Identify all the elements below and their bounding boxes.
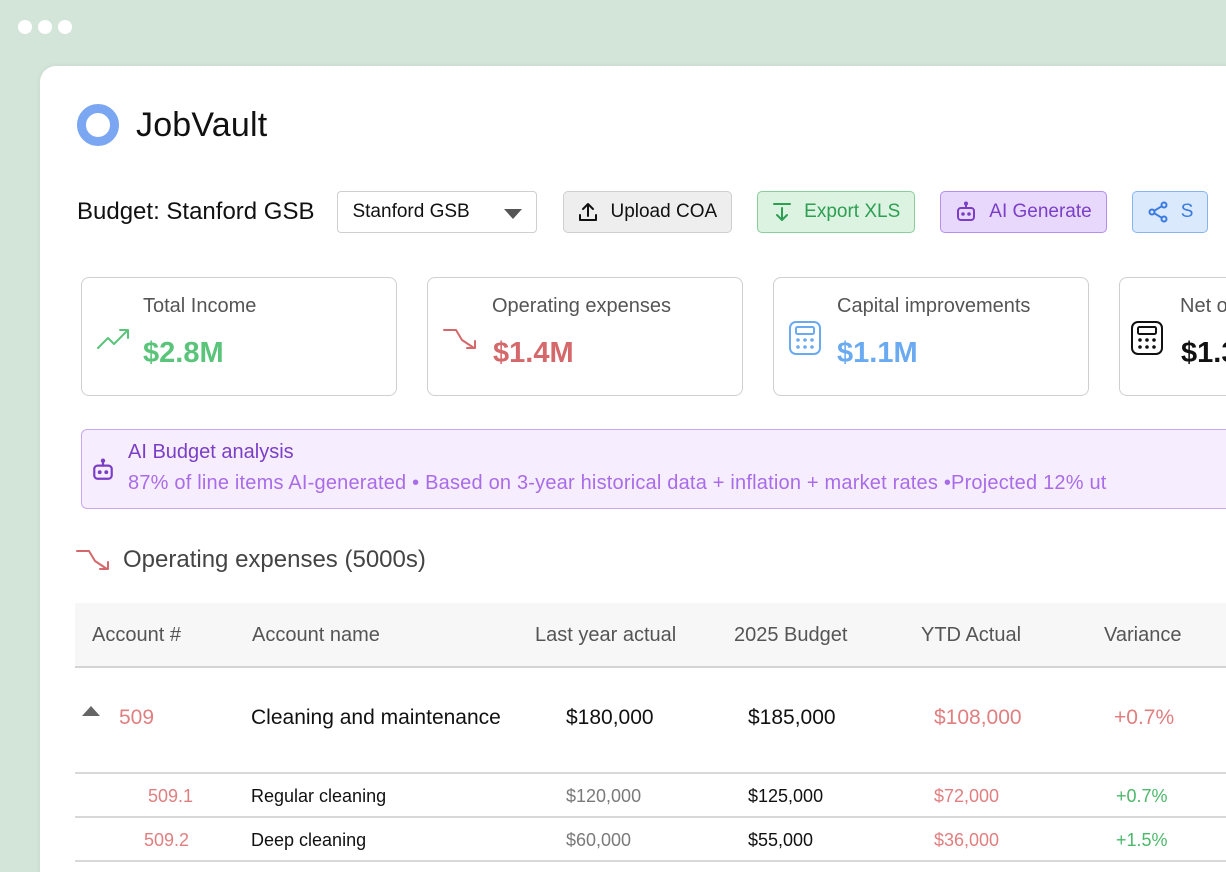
column-header[interactable]: Account name xyxy=(252,624,380,646)
account-number: 509 xyxy=(119,706,155,729)
card-value: $2.8M xyxy=(143,337,224,369)
summary-cards: Total Income $2.8M Operating expenses $1… xyxy=(81,277,1226,396)
table-row[interactable]: 509.1 Regular cleaning $120,000 $125,000… xyxy=(75,774,1226,818)
column-header[interactable]: Account # xyxy=(92,624,181,646)
window-dot[interactable] xyxy=(38,20,52,34)
collapse-toggle-icon[interactable] xyxy=(82,706,100,716)
upload-icon xyxy=(579,203,598,221)
total-income-card[interactable]: Total Income $2.8M xyxy=(81,277,397,396)
window-dot[interactable] xyxy=(58,20,72,34)
account-number: 509.1 xyxy=(148,786,194,806)
last-year-actual: $120,000 xyxy=(566,786,642,806)
column-header[interactable]: YTD Actual xyxy=(921,624,1022,646)
table-row[interactable]: 509 Cleaning and maintenance $180,000 $1… xyxy=(75,668,1226,774)
share-button[interactable]: S xyxy=(1131,191,1209,233)
toolbar: Budget: Stanford GSB Stanford GSB Upload… xyxy=(77,191,1226,233)
card-value: $1.4M xyxy=(493,337,574,369)
ai-banner-text: 87% of line items AI-generated • Based o… xyxy=(128,472,1107,494)
budget-2025: $125,000 xyxy=(748,786,824,806)
table-header: Account # Account name Last year actual … xyxy=(75,603,1226,668)
calculator-icon xyxy=(789,321,821,355)
operating-expenses-card[interactable]: Operating expenses $1.4M xyxy=(427,277,743,396)
budget-select-value: Stanford GSB xyxy=(352,201,470,222)
card-value: $1.1M xyxy=(837,337,918,369)
column-header[interactable]: Last year actual xyxy=(535,624,677,646)
robot-icon xyxy=(957,201,976,221)
net-operating-card[interactable]: Net o $1.3 xyxy=(1119,277,1226,396)
budget-title: Budget: Stanford GSB xyxy=(77,198,315,225)
calculator-icon xyxy=(1131,321,1163,355)
ytd-actual: $36,000 xyxy=(934,830,1000,850)
budget-2025: $185,000 xyxy=(748,706,836,729)
upload-coa-button[interactable]: Upload COA xyxy=(563,191,733,233)
app-panel: JobVault Budget: Stanford GSB Stanford G… xyxy=(40,66,1226,872)
account-name: Cleaning and maintenance xyxy=(251,706,501,729)
budget-2025: $55,000 xyxy=(748,830,814,850)
capital-improvements-card[interactable]: Capital improvements $1.1M xyxy=(773,277,1089,396)
trend-down-icon xyxy=(443,329,476,349)
upload-coa-label: Upload COA xyxy=(610,201,718,222)
download-icon xyxy=(773,203,792,221)
trend-up-icon xyxy=(97,329,129,349)
robot-icon xyxy=(93,458,113,480)
variance: +1.5% xyxy=(1116,830,1168,850)
ai-generate-button[interactable]: AI Generate xyxy=(940,191,1107,233)
app-name: JobVault xyxy=(136,105,268,144)
card-value: $1.3 xyxy=(1181,337,1226,369)
account-name: Regular cleaning xyxy=(251,786,387,806)
chevron-down-icon xyxy=(504,208,523,219)
card-label: Net o xyxy=(1180,295,1226,317)
last-year-actual: $180,000 xyxy=(566,706,654,729)
budget-select[interactable]: Stanford GSB xyxy=(337,191,538,233)
window-controls xyxy=(18,20,72,34)
account-number: 509.2 xyxy=(144,830,190,850)
ai-generate-label: AI Generate xyxy=(989,201,1092,222)
card-label: Capital improvements xyxy=(837,295,1031,317)
column-header[interactable]: Variance xyxy=(1104,624,1182,646)
trend-down-icon xyxy=(76,550,109,570)
share-label: S xyxy=(1180,201,1194,222)
column-header[interactable]: 2025 Budget xyxy=(734,624,848,646)
export-xls-label: Export XLS xyxy=(804,201,901,222)
variance: +0.7% xyxy=(1114,706,1175,729)
card-label: Total Income xyxy=(143,295,257,317)
variance: +0.7% xyxy=(1116,786,1168,806)
section-title: Operating expenses (5000s) xyxy=(123,546,426,573)
card-label: Operating expenses xyxy=(492,295,672,317)
ytd-actual: $72,000 xyxy=(934,786,1000,806)
table-row[interactable]: 509.2 Deep cleaning $60,000 $55,000 $36,… xyxy=(75,818,1226,862)
section-header: Operating expenses (5000s) xyxy=(75,546,426,574)
ai-banner-title: AI Budget analysis xyxy=(128,441,294,463)
ytd-actual: $108,000 xyxy=(934,706,1022,729)
logo-ring-icon xyxy=(77,104,119,146)
last-year-actual: $60,000 xyxy=(566,830,632,850)
app-logo[interactable]: JobVault xyxy=(77,104,267,146)
expenses-table: Account # Account name Last year actual … xyxy=(75,603,1226,862)
ai-budget-analysis-banner: AI Budget analysis 87% of line items AI-… xyxy=(81,429,1226,509)
share-icon xyxy=(1148,201,1168,223)
account-name: Deep cleaning xyxy=(251,830,367,850)
window-dot[interactable] xyxy=(18,20,32,34)
export-xls-button[interactable]: Export XLS xyxy=(757,191,916,233)
